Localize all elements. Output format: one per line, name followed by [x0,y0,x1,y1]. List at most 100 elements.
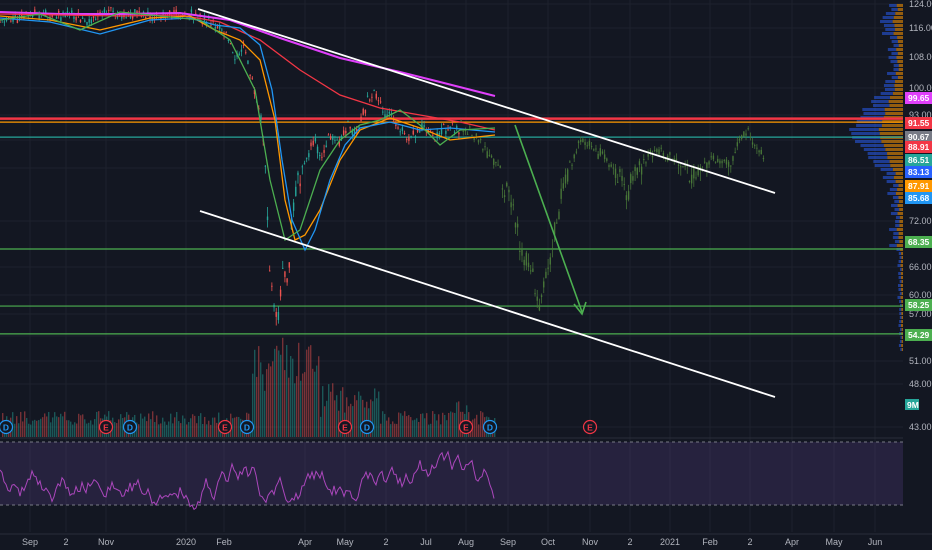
profile-bar-down [901,272,903,275]
volume-bar [306,350,307,437]
candle-body [0,22,1,23]
profile-bar-down [898,8,903,11]
candle-body [406,139,407,140]
candle-body [304,163,305,164]
volume-bar [438,414,439,437]
volume-bar [170,414,171,437]
projected-candle-body [552,248,553,249]
volume-bar [322,386,323,437]
price-level-tag-label: 83.13 [908,167,930,177]
profile-bar-down [895,88,903,91]
candle-body [293,203,294,211]
price-level-tag-label: 99.65 [908,93,930,103]
time-axis[interactable]: Sep 2 Nov 2020 Feb Apr May 2 Jul Aug Sep Oct Nov 2 202… [0,534,932,550]
volume-bar [56,416,57,437]
projected-candle-body [471,135,472,136]
volume-bar [428,425,429,437]
volume-bar [270,366,271,437]
projected-candle-body [641,167,642,175]
volume-bar [90,420,91,437]
event-marker-earnings[interactable]: E [584,421,597,434]
event-marker-earnings[interactable]: E [460,421,473,434]
projected-candle-body [656,149,657,152]
volume-bar [120,414,121,437]
volume-bar [298,343,299,437]
profile-bar-down [899,232,903,235]
volume-bar [436,420,437,437]
candle-body [247,60,248,63]
volume-bar [382,411,383,437]
event-marker-dividend[interactable]: D [361,421,374,434]
candle-body [302,166,303,167]
candle-body [125,17,126,18]
candle-body [260,115,261,119]
profile-bar-up [862,108,884,111]
volume-bar [432,411,433,437]
price-level-tag-label: 86.51 [908,155,930,165]
projected-candle-body [513,204,514,205]
projected-candle-body [574,155,575,159]
projected-candle-body [750,136,751,137]
candle-body [336,140,337,141]
projected-candle-body [569,161,570,162]
event-marker-dividend[interactable]: D [124,421,137,434]
volume-bar [34,420,35,437]
profile-bar-up [891,8,897,11]
candle-body [432,135,433,136]
volume-bar [308,347,309,437]
volume-bar [440,424,441,437]
profile-bar-up [874,96,890,99]
candle-body [271,286,272,287]
candle-body [360,117,361,121]
projected-candle-body [734,152,735,153]
volume-bar [350,404,351,437]
event-marker-dividend[interactable]: D [484,421,497,434]
profile-bar-down [901,252,903,255]
volume-bar [94,419,95,437]
projected-candle-body [713,156,714,160]
candle-body [445,131,446,134]
event-marker-earnings[interactable]: E [100,421,113,434]
volume-bar [236,417,237,437]
profile-bar-down [880,132,903,135]
event-marker-dividend[interactable]: D [241,421,254,434]
candle-body [269,270,270,271]
event-marker-dividend[interactable]: D [0,421,13,434]
volume-bar [42,417,43,437]
candle-body [75,17,76,20]
volume-bar [388,417,389,437]
projected-candle-body [500,166,501,168]
candle-body [273,305,274,307]
projected-candle-body [502,188,503,189]
volume-bar [408,415,409,437]
profile-bar-up [882,32,894,35]
profile-bar-down [900,216,903,219]
volume-bar [268,363,269,437]
price-axis[interactable]: 124.00116.00108.00100.0093.0086.0079.007… [905,0,932,534]
profile-bar-up [899,300,901,303]
projected-candle-body [587,145,588,146]
projected-candle-body [600,148,601,155]
volume-bar [320,417,321,437]
candle-body [295,187,296,196]
profile-bar-up [895,224,899,227]
projected-candle-body [593,149,594,150]
volume-bar [480,411,481,437]
profile-bar-down [890,104,903,107]
profile-bar-down [894,176,903,179]
projected-candle-body [652,156,653,157]
projected-candle-body [628,191,629,199]
volume-bar [142,419,143,437]
event-marker-earnings[interactable]: E [219,421,232,434]
profile-bar-up [893,232,898,235]
time-tick-label: 2 [383,537,388,547]
projected-candle-body [497,165,498,166]
volume-bar [204,417,205,437]
event-marker-earnings[interactable]: E [339,421,352,434]
candle-body [245,52,246,53]
candle-body [112,11,113,13]
profile-bar-up [864,148,886,151]
profile-bar-up [890,188,897,191]
projected-candle-body [724,160,725,161]
